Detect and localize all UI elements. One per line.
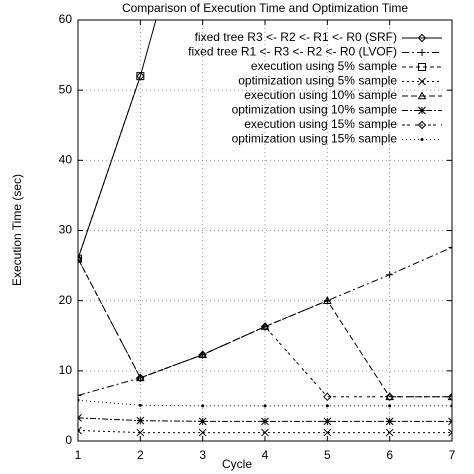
legend-label: fixed tree R3 <- R2 <- R1 <- R0 (SRF) [195,30,397,44]
legend-marker [418,63,426,71]
plot-area [78,20,452,437]
legend-marker [417,120,427,130]
data-point [78,413,82,422]
legend-marker [418,106,426,115]
data-point [388,404,392,408]
x-tick-label: 2 [137,448,144,462]
data-point [260,322,270,331]
legend-marker [418,49,426,56]
data-point [198,428,207,437]
legend-label: fixed tree R1 <- R3 <- R2 <- R0 (LVOF) [188,45,397,59]
x-axis-label: Cycle [222,457,252,471]
data-point [78,254,83,262]
y-tick-label: 0 [65,433,72,447]
data-point [450,404,452,408]
plot-frame [77,19,453,442]
x-tick-label: 5 [324,448,331,462]
data-point [322,296,332,304]
y-tick-label: 20 [59,293,73,307]
legend-label: optimization using 5% sample [238,74,397,88]
y-tick-label: 50 [59,82,73,96]
y-tick-label: 40 [59,153,73,167]
data-point [448,417,452,426]
data-point [78,254,83,263]
data-point [78,391,82,399]
data-point [386,271,394,279]
data-point [323,392,332,402]
data-point [78,426,82,435]
data-point [261,428,269,437]
x-tick-label: 7 [449,448,456,462]
chart-title: Comparison of Execution Time and Optimiz… [122,1,408,15]
legend-marker [418,77,426,86]
data-point [447,392,452,402]
y-tick-label: 10 [59,363,73,377]
legend-marker [420,138,424,141]
data-point [323,428,332,437]
data-point [136,416,145,425]
y-tick-label: 60 [59,12,73,26]
legend-marker [417,33,427,43]
data-point [323,417,332,426]
data-point [198,350,207,359]
data-point [136,72,145,81]
data-point [198,417,207,426]
series-line [78,258,452,398]
x-tick-label: 1 [75,448,82,462]
data-point [78,254,82,263]
series-line [78,20,157,259]
legend-label: execution using 10% sample [244,88,397,102]
legend-label: execution using 15% sample [244,117,397,131]
data-point [385,392,394,402]
data-point [448,428,452,437]
data-point [138,403,142,407]
x-tick-label: 3 [199,448,206,462]
legend-label: optimization using 10% sample [232,103,398,117]
legend-label: optimization using 15% sample [232,132,398,146]
data-point [448,243,452,251]
data-point [78,398,80,402]
data-point [136,428,145,437]
legend-label: execution using 5% sample [251,59,397,73]
x-tick-label: 6 [386,448,393,462]
x-tick-label: 4 [262,448,269,462]
data-point [325,404,329,408]
data-point [261,417,269,426]
y-tick-label: 30 [59,223,73,237]
data-point [385,428,394,437]
data-point [136,373,145,383]
data-point [385,417,394,426]
data-point [201,404,205,408]
data-point [263,404,267,408]
y-axis-label: Execution Time (sec) [10,174,24,286]
series-line [78,246,452,396]
legend-marker [417,91,427,100]
